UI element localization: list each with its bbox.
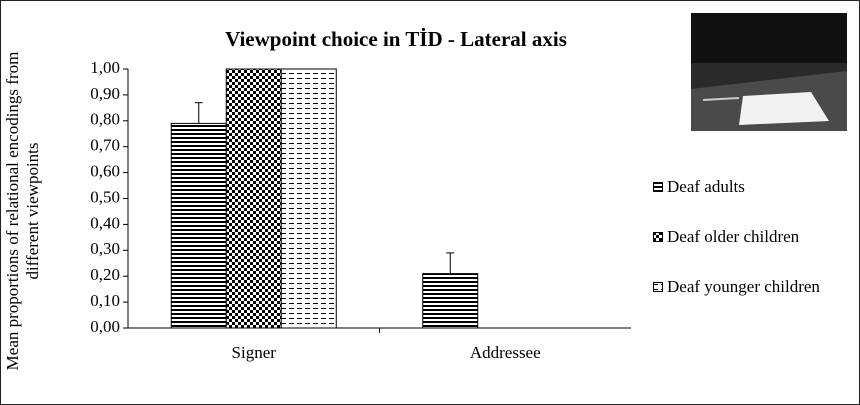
- y-tick-label: 0,20: [90, 265, 120, 284]
- legend-swatch: [653, 232, 663, 242]
- photo: [691, 13, 847, 131]
- y-tick-label: 0,10: [90, 291, 120, 310]
- legend-swatch: [653, 282, 663, 292]
- bar: [281, 69, 336, 328]
- legend-label: Deaf adults: [667, 177, 855, 197]
- y-axis-title: Mean proportions of relational encodings…: [3, 46, 43, 376]
- y-tick-label: 0,40: [90, 213, 120, 232]
- page: Viewpoint choice in TİD - Lateral axis 0…: [0, 0, 860, 405]
- legend-label: Deaf older children: [667, 227, 855, 247]
- legend-swatch-rect: [654, 233, 663, 242]
- legend-label: Deaf younger children: [667, 277, 855, 297]
- y-tick-label: 0,50: [90, 187, 120, 206]
- y-tick-label: 0,30: [90, 239, 120, 258]
- y-tick-label: 0,00: [90, 317, 120, 336]
- legend-swatch-rect: [654, 283, 663, 292]
- legend-swatch-rect: [654, 183, 663, 192]
- y-tick-label: 0,70: [90, 136, 120, 155]
- legend-item: Deaf adults: [653, 177, 855, 197]
- bar: [171, 123, 226, 328]
- legend-swatch: [653, 182, 663, 192]
- y-tick-label: 0,80: [90, 110, 120, 129]
- legend-item: Deaf younger children: [653, 277, 855, 297]
- chart-title: Viewpoint choice in TİD - Lateral axis: [225, 27, 567, 51]
- x-tick-label: Addressee: [470, 343, 541, 362]
- legend-item: Deaf older children: [653, 227, 855, 247]
- y-tick-label: 1,00: [90, 58, 120, 77]
- error-bar: [446, 253, 454, 274]
- error-bar: [195, 103, 203, 124]
- chart: Viewpoint choice in TİD - Lateral axis 0…: [1, 1, 859, 404]
- bar: [423, 274, 478, 328]
- x-tick-label: Signer: [232, 343, 277, 362]
- bar: [226, 69, 281, 328]
- y-tick-label: 0,90: [90, 84, 120, 103]
- y-tick-label: 0,60: [90, 162, 120, 181]
